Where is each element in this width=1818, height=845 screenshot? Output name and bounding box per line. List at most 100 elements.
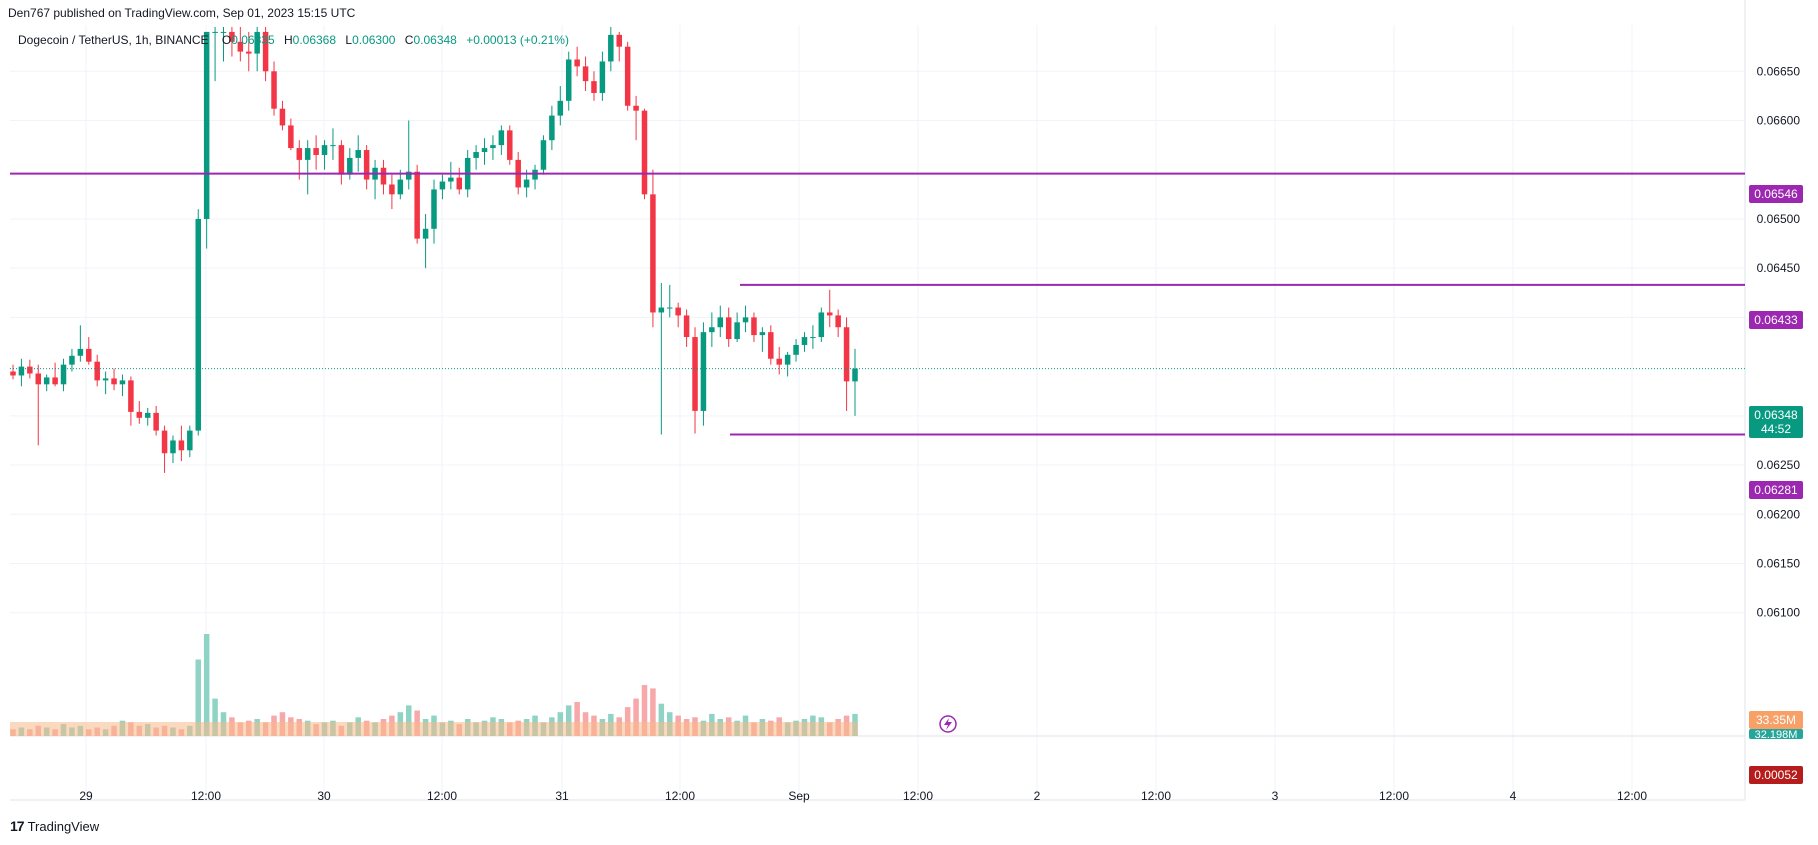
x-tick-label: 4 <box>1510 789 1517 803</box>
candle-body <box>481 148 488 153</box>
candle-body <box>128 380 134 412</box>
candle-body <box>27 366 33 374</box>
candle-body <box>700 332 707 411</box>
candle-body <box>650 194 656 313</box>
candle-body <box>170 440 176 454</box>
candle-body <box>195 218 201 431</box>
candle-body <box>591 81 597 93</box>
candle-body <box>565 59 572 101</box>
candle-body <box>77 348 84 356</box>
candle-body <box>717 317 724 328</box>
candle-body <box>599 61 606 93</box>
candle-body <box>229 31 235 42</box>
tradingview-footer[interactable]: 17 TradingView <box>10 818 99 834</box>
x-tick-label: 12:00 <box>1617 789 1647 803</box>
candle-body <box>178 440 185 451</box>
candle-body <box>549 115 555 141</box>
x-tick-label: 12:00 <box>427 789 457 803</box>
candle-body <box>431 189 437 229</box>
volume-bar <box>658 703 665 736</box>
candle-body <box>835 315 841 328</box>
candle-body <box>574 59 580 67</box>
candle-body <box>389 184 395 195</box>
candle-body <box>262 31 269 72</box>
candle-body <box>69 355 75 365</box>
candle-body <box>355 150 361 158</box>
candle-body <box>279 108 286 126</box>
last-price-tag: 0.06348 44:52 <box>1749 406 1803 438</box>
volume-tag: 33.35M <box>1749 711 1803 729</box>
symbol-legend: Dogecoin / TetherUS, 1h, BINANCE O0.0633… <box>18 33 575 47</box>
volume-bar <box>565 705 572 736</box>
candle-body <box>439 181 446 190</box>
candle-body <box>759 332 766 336</box>
x-tick-label: Sep <box>788 789 810 803</box>
candle-body <box>94 361 100 381</box>
candle-body <box>523 179 530 188</box>
candle-body <box>810 337 816 339</box>
candle-body <box>818 312 825 338</box>
lightning-bolt-icon <box>944 718 952 730</box>
candle-body <box>10 371 16 376</box>
y-tick-label: 0.06200 <box>1757 507 1801 521</box>
candle-body <box>60 364 67 385</box>
candle-body <box>683 315 690 338</box>
candle-body <box>540 140 547 170</box>
candle-body <box>768 332 774 359</box>
candle-body <box>338 145 345 175</box>
candle-body <box>456 177 463 190</box>
candle-body <box>667 307 673 309</box>
candle-body <box>405 171 412 180</box>
candle-body <box>742 317 749 323</box>
candle-body <box>633 105 639 111</box>
candle-body <box>725 317 732 340</box>
y-tick-label: 0.06150 <box>1757 556 1801 570</box>
candle-body <box>843 327 850 382</box>
high-label: H <box>283 33 293 47</box>
low-value: 0.06300 <box>352 33 396 47</box>
publisher-header: Den767 published on TradingView.com, Sep… <box>8 6 356 20</box>
candle-body <box>254 31 260 54</box>
volume-bar <box>641 685 648 736</box>
x-tick-label: 2 <box>1034 789 1041 803</box>
candle-body <box>111 378 117 385</box>
y-tick-label: 0.06650 <box>1757 64 1801 78</box>
volume-bar <box>405 705 412 736</box>
candle-body <box>641 110 648 195</box>
candle-body <box>624 46 631 106</box>
tradingview-logo-icon: 17 <box>10 818 25 834</box>
symbol-name[interactable]: Dogecoin / TetherUS, 1h, BINANCE <box>18 33 209 47</box>
y-tick-label: 0.06100 <box>1757 606 1801 620</box>
indicator-tag: 0.00052 <box>1749 766 1803 784</box>
candle-body <box>212 31 218 33</box>
candle-body <box>288 125 294 149</box>
volume-bar <box>212 698 218 736</box>
candle-body <box>826 312 833 316</box>
candle-body <box>557 100 564 116</box>
countdown-value: 44:52 <box>1760 422 1792 436</box>
open-label: O <box>221 33 232 47</box>
candle-body <box>153 412 159 431</box>
candle-body <box>102 378 109 381</box>
volume-bar <box>624 707 631 736</box>
candle-body <box>271 71 277 109</box>
candle-body <box>18 366 25 376</box>
candle-body <box>734 322 740 340</box>
high-value: 0.06368 <box>292 33 337 47</box>
x-tick-label: 12:00 <box>665 789 695 803</box>
candle-body <box>801 337 808 345</box>
candle-body <box>852 368 858 382</box>
volume-bar <box>203 634 210 736</box>
candle-body <box>86 348 92 362</box>
x-tick-label: 31 <box>555 789 569 803</box>
x-tick-label: 12:00 <box>1141 789 1171 803</box>
candle-body <box>246 51 252 54</box>
x-tick-label: 12:00 <box>191 789 221 803</box>
candle-body <box>136 411 143 418</box>
candle-body <box>473 152 479 158</box>
volume-ma-tag: 32.198M <box>1749 729 1803 739</box>
candle-body <box>582 66 589 82</box>
volume-bar <box>195 659 201 736</box>
candle-body <box>658 307 665 313</box>
